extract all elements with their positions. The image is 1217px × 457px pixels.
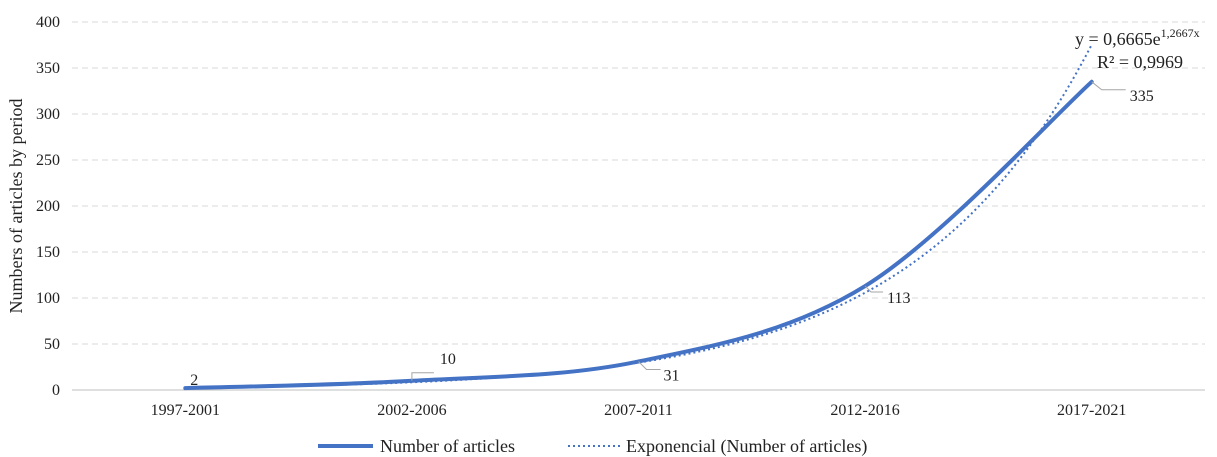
trendline-equation: y = 0,6665e1,2667x R² = 0,9969	[1075, 26, 1200, 72]
x-tick-label: 2012-2016	[830, 402, 899, 419]
x-axis-tick-labels: 1997-2001 2002-2006 2007-2011 2012-2016 2017…	[151, 402, 1127, 419]
y-tick-label: 200	[36, 198, 60, 215]
y-tick-label: 400	[36, 14, 60, 31]
y-tick-label: 50	[44, 336, 60, 353]
equation-exponent: 1,2667x	[1161, 26, 1200, 40]
data-label: 10	[440, 351, 456, 368]
legend-label-number-of-articles: Number of articles	[380, 436, 515, 456]
data-label: 31	[664, 367, 680, 384]
leader-line	[864, 285, 884, 293]
y-tick-label: 100	[36, 290, 60, 307]
leader-line	[411, 372, 434, 381]
data-label: 335	[1130, 88, 1154, 105]
gridlines	[72, 21, 1205, 345]
y-axis-title: Numbers of articles by period	[6, 99, 26, 314]
data-labels: 2 10 31 113 335	[190, 88, 1153, 389]
x-tick-label: 2002-2006	[377, 402, 446, 419]
data-label: 2	[190, 372, 198, 389]
series-line-number-of-articles	[183, 79, 1094, 391]
equation-text: y = 0,6665e1,2667x	[1075, 26, 1200, 49]
y-tick-label: 250	[36, 152, 60, 169]
y-tick-label: 150	[36, 244, 60, 261]
leader-line	[1091, 81, 1126, 91]
data-label-leader-lines	[411, 81, 1126, 381]
y-tick-label: 300	[36, 106, 60, 123]
legend: Number of articles Exponencial (Number o…	[318, 436, 867, 457]
r-squared-text: R² = 0,9969	[1097, 52, 1183, 72]
x-tick-label: 2007-2011	[604, 402, 673, 419]
y-axis-tick-labels: 0 50 100 150 200 250 300 350 400	[36, 14, 60, 399]
leader-line	[638, 361, 661, 370]
x-tick-label: 1997-2001	[151, 402, 220, 419]
data-label: 113	[887, 290, 910, 307]
legend-label-exponential: Exponencial (Number of articles)	[626, 436, 867, 457]
equation-prefix: y = 0,6665e	[1075, 29, 1161, 49]
y-tick-label: 350	[36, 60, 60, 77]
x-tick-label: 2017-2021	[1057, 402, 1126, 419]
y-tick-label: 0	[52, 382, 60, 399]
